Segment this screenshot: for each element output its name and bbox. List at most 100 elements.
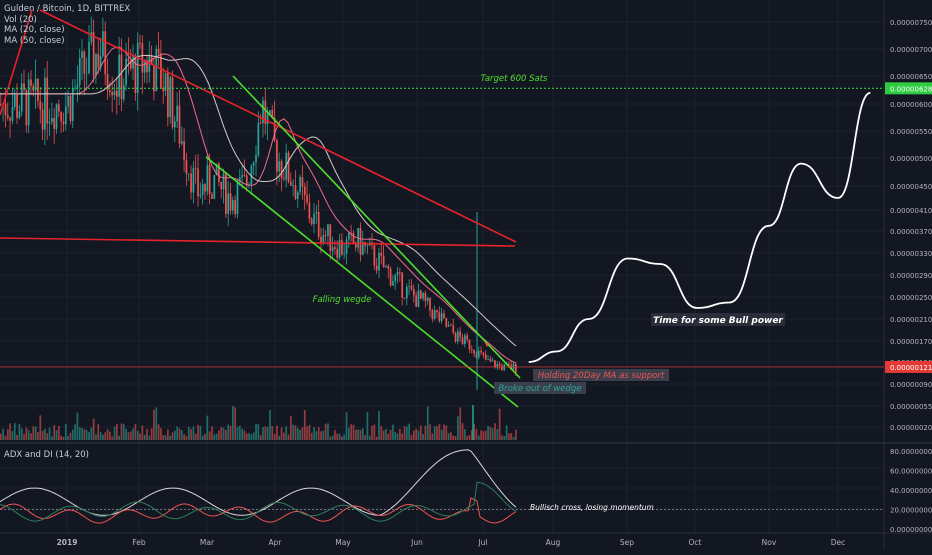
volume-bar-217 [503,436,506,440]
candle-body-151 [350,232,353,234]
volume-bar-87 [201,435,204,440]
candle-body-211 [489,359,492,362]
volume-bar-140 [324,423,327,440]
volume-bar-26 [60,435,63,440]
candle-body-167 [387,265,390,269]
volume-bar-7 [16,434,18,440]
candle-body-179 [415,295,417,307]
volume-bar-214 [496,428,499,440]
volume-bar-21 [48,427,51,440]
volume-bar-84 [194,433,197,440]
annotation-bull-bg [651,313,785,326]
candle-body-126 [292,185,295,186]
adx-tick-4: 0.00000000 [890,526,932,534]
volume-bar-118 [273,434,276,440]
volume-bar-70 [162,434,165,440]
price-tick-12: 0.00000210 [890,316,932,324]
volume-bar-49 [113,426,116,440]
candle-body-111 [257,122,260,156]
volume-bar-1 [2,428,5,440]
candle-body-46 [106,74,109,91]
vol-legend[interactable]: Vol (20) [4,14,37,25]
volume-bar-183 [424,425,427,440]
candle-body-54 [125,58,127,86]
candle-body-209 [484,354,487,360]
volume-bar-216 [501,435,503,440]
adx-legend[interactable]: ADX and DI (14, 20) [4,450,89,460]
candle-body-6 [13,94,16,107]
candle-body-132 [306,195,308,203]
ma20-legend[interactable]: MA (20, close) [4,25,65,35]
volume-bar-139 [322,430,325,440]
candle-body-37 [85,73,88,75]
volume-bar-14 [32,426,35,440]
price-tick-3: 0.00000600 [890,101,932,109]
candle-body-95 [220,181,223,190]
time-tick-0: 2019 [57,538,78,547]
candle-body-32 [74,87,76,89]
price-tick-7: 0.00000410 [890,207,932,215]
volume-bar-63 [146,429,148,440]
volume-bar-41 [95,434,97,440]
candle-body-196 [454,332,457,342]
price-tick-5: 0.00000500 [890,155,932,163]
candle-body-48 [111,92,114,96]
time-tick-8: Sep [620,538,634,547]
volume-bar-117 [271,425,274,440]
volume-bar-62 [143,434,146,440]
candle-body-193 [447,325,450,327]
volume-bar-164 [380,426,383,440]
price-tick-17: 0.00000020 [890,424,932,432]
candle-body-92 [213,175,216,199]
candle-body-204 [473,350,475,354]
current-price-badge [885,360,932,373]
candle-body-118 [273,118,276,141]
volume-bar-12 [27,430,30,440]
volume-bar-176 [408,423,411,440]
volume-bar-77 [178,428,181,440]
down-arrow-marker [485,343,489,347]
candle-body-100 [232,200,234,211]
target-price-label: 0.00000628 [890,85,932,93]
candle-body-184 [426,297,429,302]
volume-bar-126 [292,424,295,440]
candle-body-44 [102,31,104,57]
candle-body-77 [178,105,181,144]
volume-bar-88 [204,433,206,440]
ma50-legend[interactable]: MA (50, close) [4,35,65,46]
candle-body-207 [480,350,482,353]
volume-bar-78 [180,430,183,440]
volume-bar-27 [62,436,65,440]
symbol-label[interactable]: Gulden / Bitcoin, 1D, BITTREX [4,4,131,14]
volume-bar-53 [122,424,125,440]
candle-body-171 [396,271,399,276]
wedge-lower-line [205,156,519,408]
candle-body-21 [48,121,51,124]
candle-body-88 [204,184,206,192]
volume-bar-113 [262,427,264,440]
price-tick-0: 0.00000750 [890,19,932,27]
candle-body-200 [464,335,466,344]
candle-body-169 [392,281,394,286]
volume-bar-50 [116,423,118,440]
candle-body-186 [431,310,434,319]
candle-body-39 [90,32,93,42]
volume-bar-33 [76,412,79,440]
candle-body-194 [450,325,452,326]
candle-body-168 [389,268,392,286]
candle-body-178 [412,289,415,296]
candle-body-66 [153,64,155,92]
candle-body-83 [192,167,195,193]
volume-bar-59 [136,430,139,440]
volume-bar-89 [206,415,209,440]
candle-body-84 [194,167,197,169]
volume-bar-182 [422,434,424,440]
candle-body-140 [324,235,327,236]
candle-body-52 [120,54,123,100]
annotation-bullish-cross: Bullisch cross, losing momentum [530,503,654,512]
price-tick-1: 0.00000700 [890,46,932,54]
volume-bar-128 [296,428,299,440]
volume-bar-221 [512,436,515,440]
volume-bar-15 [34,426,37,440]
